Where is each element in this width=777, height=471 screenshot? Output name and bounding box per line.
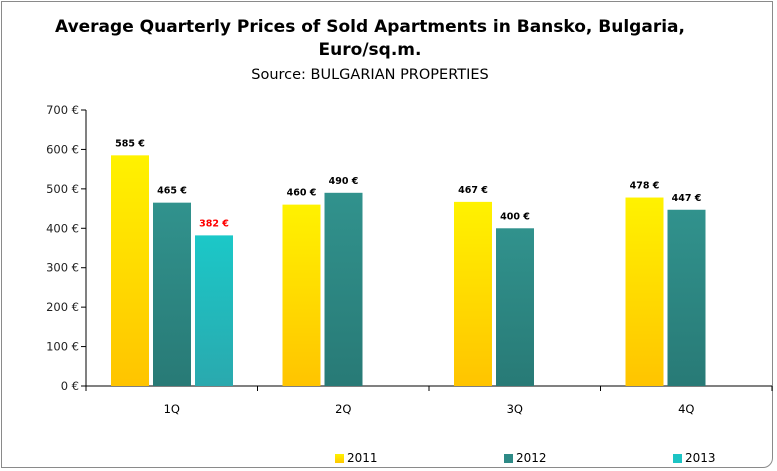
y-tick-label: 500 € (46, 182, 79, 196)
legend-swatch-2011 (335, 453, 344, 463)
bar-2012-3Q (496, 228, 534, 386)
bar-2011-2Q (282, 204, 321, 386)
legend-label-2012: 2012 (516, 451, 547, 465)
data-label-2012-3Q: 400 € (500, 211, 530, 222)
y-tick-label: 0 € (61, 379, 79, 393)
data-label-2011-2Q: 460 € (287, 188, 317, 199)
bar-2011-3Q (454, 201, 492, 386)
chart-subtitle: Source: BULGARIAN PROPERTIES (251, 67, 489, 83)
bar-2013-1Q (195, 235, 233, 386)
title-line-1: Average Quarterly Prices of Sold Apartme… (55, 17, 685, 37)
bar-2011-1Q (111, 155, 149, 386)
title-line-2: Euro/sq.m. (318, 40, 422, 60)
y-tick-label: 200 € (46, 300, 79, 314)
data-label-2012-1Q: 465 € (157, 186, 187, 197)
legend-item-2013: 2013 (673, 451, 716, 465)
legend-swatch-2012 (504, 453, 513, 463)
legend-label-2013: 2013 (685, 451, 716, 465)
legend-item-2012: 2012 (504, 451, 547, 465)
data-label-2012-2Q: 490 € (329, 176, 359, 187)
legend-item-2011: 2011 (335, 451, 378, 465)
x-tick-label: 4Q (678, 402, 694, 416)
chart-title: Average Quarterly Prices of Sold Apartme… (20, 16, 720, 62)
data-label-2012-4Q: 447 € (672, 193, 702, 204)
bar-2012-1Q (153, 202, 191, 386)
legend-label-2011: 2011 (347, 451, 378, 465)
y-tick-label: 700 € (46, 103, 79, 117)
bar-2012-2Q (324, 192, 363, 386)
bar-2011-4Q (625, 197, 664, 386)
y-tick-label: 300 € (46, 261, 79, 275)
data-label-2013-1Q: 382 € (199, 218, 229, 229)
y-tick-label: 600 € (46, 142, 79, 156)
x-tick-label: 3Q (507, 402, 523, 416)
x-tick-label: 1Q (164, 402, 180, 416)
legend-swatch-2013 (673, 453, 682, 463)
bar-2012-4Q (667, 209, 706, 386)
y-tick-label: 100 € (46, 340, 79, 354)
data-label-2011-1Q: 585 € (115, 138, 145, 149)
data-label-2011-3Q: 467 € (458, 185, 488, 196)
data-label-2011-4Q: 478 € (630, 181, 660, 192)
y-tick-label: 400 € (46, 221, 79, 235)
x-tick-label: 2Q (335, 402, 351, 416)
